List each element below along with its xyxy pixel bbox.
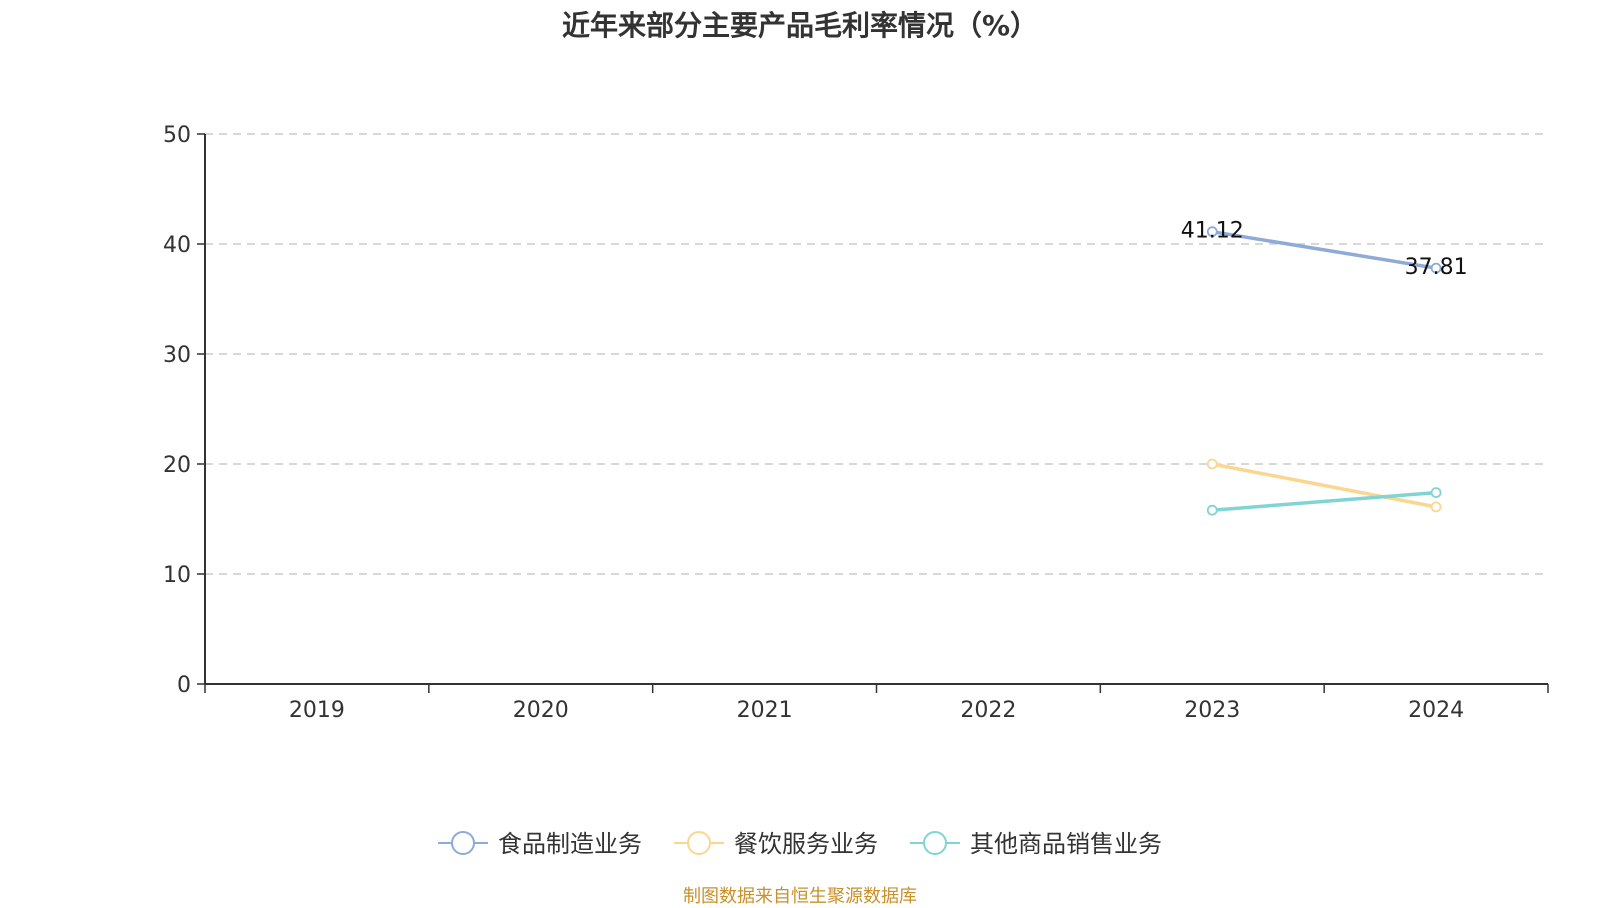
data-point[interactable] (1206, 458, 1218, 470)
y-tick-label: 50 (163, 123, 191, 148)
data-point[interactable] (1206, 504, 1218, 516)
y-tick-label: 0 (177, 673, 191, 698)
data-label: 41.12 (1181, 219, 1244, 244)
legend-marker-icon (451, 831, 475, 855)
y-tick-label: 10 (163, 563, 191, 588)
data-source-note: 制图数据来自恒生聚源数据库 (683, 886, 917, 907)
chart-title: 近年来部分主要产品毛利率情况（%） (561, 9, 1039, 42)
legend-item-1[interactable]: 食品制造业务 (498, 830, 642, 858)
data-point[interactable] (1430, 501, 1442, 513)
x-tick-label: 2020 (513, 698, 569, 723)
series-line-1 (1211, 229, 1437, 270)
legend-item-3[interactable]: 其他商品销售业务 (970, 830, 1162, 858)
series-line-3 (1212, 490, 1437, 512)
x-tick-label: 2021 (737, 698, 793, 723)
legend-item-2[interactable]: 餐饮服务业务 (734, 830, 878, 858)
data-point[interactable] (1430, 262, 1442, 274)
series-line-2 (1211, 462, 1437, 509)
x-tick-label: 2024 (1408, 698, 1464, 723)
y-tick-label: 30 (163, 343, 191, 368)
x-tick-label: 2019 (289, 698, 345, 723)
legend-marker-icon (923, 831, 947, 855)
data-point[interactable] (1206, 226, 1218, 238)
legend-marker-icon (687, 831, 711, 855)
x-tick-label: 2022 (960, 698, 1016, 723)
y-tick-label: 20 (163, 453, 191, 478)
y-tick-label: 40 (163, 233, 191, 258)
data-point[interactable] (1430, 487, 1442, 499)
data-label: 37.81 (1405, 255, 1468, 280)
x-tick-label: 2023 (1184, 698, 1240, 723)
